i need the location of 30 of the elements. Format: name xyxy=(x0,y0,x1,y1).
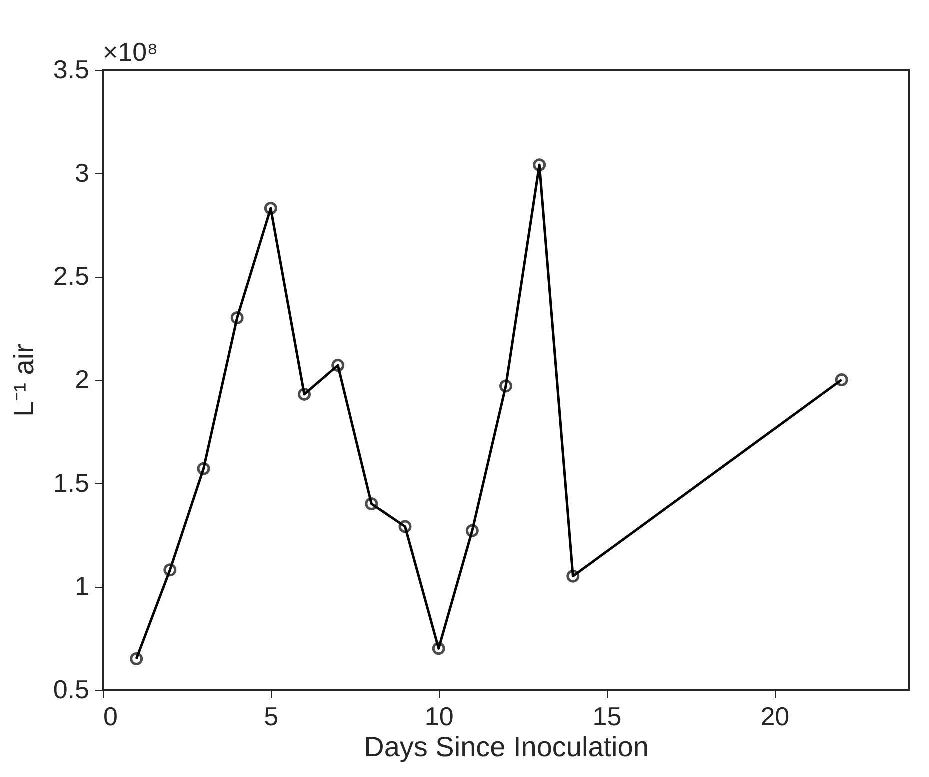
point xyxy=(264,202,278,215)
y-tick-label: 0.5 xyxy=(53,674,90,704)
point xyxy=(164,564,177,577)
x-tick-label: 20 xyxy=(760,702,790,732)
point xyxy=(365,498,378,510)
y-tick-label: 3 xyxy=(75,158,90,188)
point xyxy=(332,359,345,372)
point xyxy=(533,158,546,172)
point xyxy=(197,462,210,476)
x-tick-label: 15 xyxy=(592,702,622,732)
point xyxy=(500,380,512,393)
y-tick-label: 2 xyxy=(75,364,90,394)
y-tick-label: 3.5 xyxy=(53,54,90,84)
point xyxy=(432,642,446,656)
y-tick-label: 1.5 xyxy=(53,468,90,498)
point xyxy=(230,312,244,324)
point xyxy=(835,374,848,386)
point xyxy=(566,570,580,583)
y-axis-title: L⁻¹ air xyxy=(8,344,40,417)
x-tick-label: 0 xyxy=(104,702,118,732)
point xyxy=(130,652,144,666)
x-tick-label: 5 xyxy=(264,702,279,732)
x-axis-title: Days Since Inoculation xyxy=(364,732,649,762)
y-tick-label: 2.5 xyxy=(53,261,90,292)
x-tick-label: 10 xyxy=(424,702,454,732)
y-tick-label: 1 xyxy=(75,571,90,602)
text: ×10⁸ xyxy=(103,37,158,67)
point xyxy=(298,388,311,401)
point xyxy=(466,524,479,538)
point xyxy=(398,520,412,534)
